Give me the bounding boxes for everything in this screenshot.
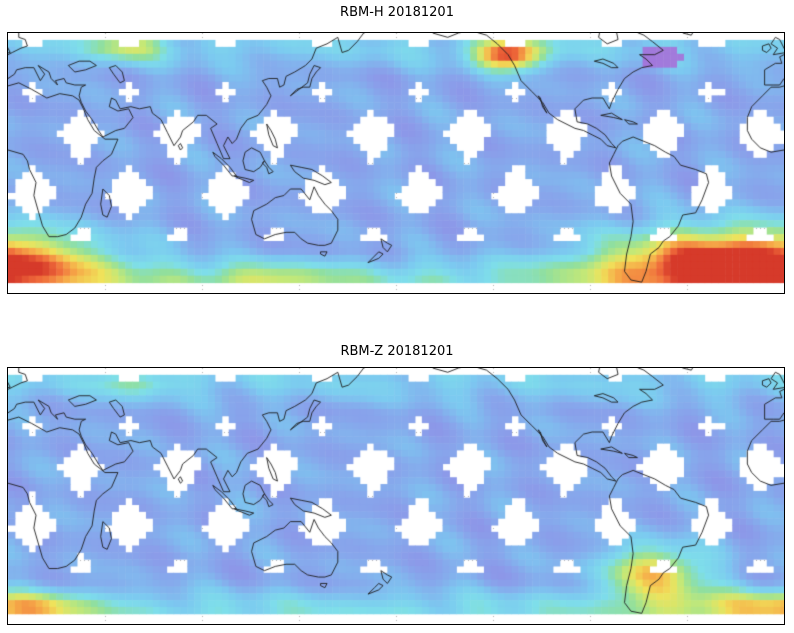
panel-title-rbm-z: RBM-Z 20181201 [340, 344, 454, 359]
map-canvas-rbm-h [8, 33, 784, 293]
panel-title-rbm-h: RBM-H 20181201 [340, 5, 454, 20]
map-frame-rbm-h [7, 32, 785, 294]
map-frame-rbm-z [7, 367, 785, 625]
map-canvas-rbm-z [8, 368, 784, 624]
